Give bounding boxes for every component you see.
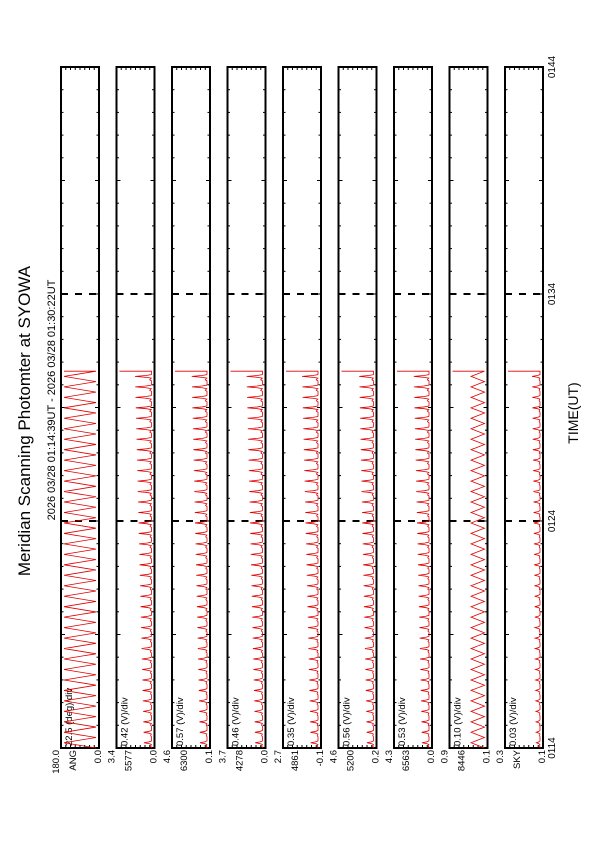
scale-label: 0.42 (V)/div: [120, 697, 131, 746]
panel-frame: [448, 66, 489, 749]
x-axis-label: TIME(UT): [565, 382, 581, 443]
panel-frame: [171, 66, 211, 749]
y-bottom-label: 0.0: [93, 750, 104, 763]
scale-label: 0.57 (V)/div: [175, 697, 186, 746]
x-tick-label: 0134: [547, 282, 558, 305]
panel-frame: [115, 66, 156, 749]
channel-label: 5200: [346, 750, 357, 771]
y-bottom-label: 0.0: [149, 750, 160, 763]
channel-label: 8446: [457, 750, 468, 771]
channel-label: 6563: [401, 750, 412, 771]
y-bottom-label: 0.1: [204, 750, 215, 763]
y-top-label: 2.7: [273, 750, 284, 763]
y-bottom-label: 0.2: [371, 750, 382, 763]
channel-label: ANG: [68, 750, 79, 771]
channel-label: 4278: [235, 750, 246, 771]
y-top-label: 180.0: [51, 750, 62, 774]
y-top-label: 3.7: [218, 750, 229, 763]
signal-line: [175, 370, 208, 749]
scale-label: 0.53 (V)/div: [397, 697, 408, 746]
panel-frame: [226, 66, 267, 749]
signal-line: [63, 370, 97, 749]
x-tick-label: 0124: [547, 509, 558, 532]
signal-line: [119, 370, 153, 749]
panel-frame: [504, 66, 544, 749]
y-bottom-label: -0.1: [315, 750, 326, 766]
signal-line: [286, 370, 319, 749]
x-tick-label: 0144: [547, 55, 558, 78]
panel-frame: [282, 66, 322, 749]
channel-label: SKY: [512, 749, 523, 769]
x-tick-label: 0114: [547, 737, 558, 759]
y-bottom-label: 0.0: [260, 750, 271, 763]
y-top-label: 4.3: [384, 750, 395, 763]
y-top-label: 0.3: [495, 750, 506, 763]
y-top-label: 3.4: [107, 750, 118, 763]
scale-label: 0.03 (V)/div: [508, 697, 519, 746]
chart-title: Meridian Scanning Photomter at SYOWA: [15, 265, 34, 576]
scale-label: 0.56 (V)/div: [342, 697, 353, 746]
scale-label: 0.10 (V)/div: [453, 697, 464, 746]
panel-frame: [337, 66, 378, 749]
signal-line: [230, 370, 264, 749]
signal-line: [397, 370, 430, 749]
scale-label: 0.35 (V)/div: [286, 697, 297, 746]
y-top-label: 0.9: [440, 750, 451, 763]
time-range: 2026 03/28 01:14:39UT - 2026 03/28 01:30…: [46, 279, 58, 520]
signal-line: [452, 370, 486, 749]
y-top-label: 4.6: [162, 750, 173, 763]
signal-line: [341, 370, 375, 749]
signal-line: [508, 370, 541, 749]
channel-label: 4861: [290, 750, 301, 771]
y-bottom-label: 0.1: [482, 750, 493, 763]
channel-label: 6300: [179, 750, 190, 771]
y-bottom-label: 0.1: [537, 750, 548, 763]
y-top-label: 4.6: [329, 750, 340, 763]
scale-label: 22.5 (deg)/div: [64, 688, 75, 746]
scale-label: 0.46 (V)/div: [231, 697, 242, 746]
channel-label: 5577: [124, 750, 135, 771]
y-bottom-label: 0.0: [426, 750, 437, 763]
panel-frame: [393, 66, 433, 749]
x-tick-labels: 0114 0124 0134 0144: [547, 55, 558, 758]
